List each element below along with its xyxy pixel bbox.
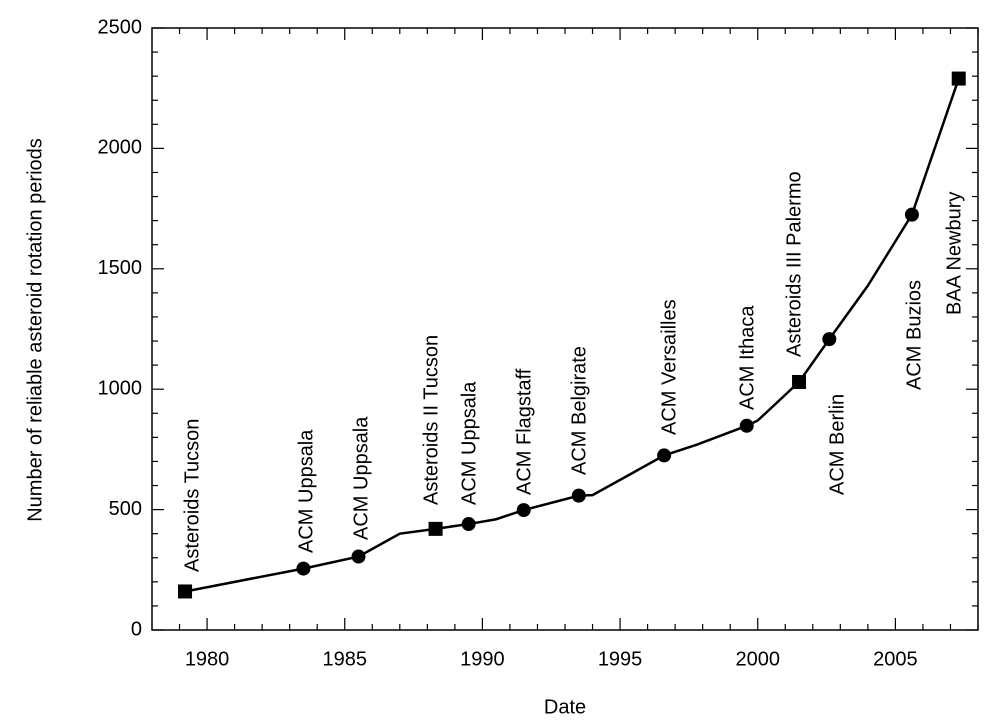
event-label: ACM Belgirate [568, 346, 590, 475]
y-axis-title: Number of reliable asteroid rotation per… [24, 138, 46, 522]
y-tick-label: 1000 [98, 377, 143, 399]
x-tick-label: 1995 [598, 648, 643, 670]
circle-marker [739, 418, 754, 433]
y-tick-label: 0 [131, 618, 142, 640]
circle-marker [904, 207, 919, 222]
square-marker [428, 521, 443, 536]
square-marker [951, 71, 966, 86]
x-tick-label: 1985 [322, 648, 367, 670]
y-tick-label: 2500 [98, 16, 143, 38]
event-label: ACM Uppsala [295, 429, 317, 553]
event-label: ACM Flagstaff [513, 368, 535, 495]
y-tick-label: 500 [109, 498, 142, 520]
event-label: Asteroids III Palermo [783, 171, 805, 357]
y-tick-label: 1500 [98, 257, 143, 279]
circle-marker [461, 517, 476, 532]
y-tick-label: 2000 [98, 137, 143, 159]
x-tick-label: 2005 [873, 648, 918, 670]
square-marker [178, 584, 193, 599]
plot-frame [151, 27, 979, 631]
x-tick-label: 2000 [735, 648, 780, 670]
event-label: ACM Uppsala [350, 416, 372, 540]
event-label: ACM Ithaca [736, 305, 758, 410]
circle-marker [571, 488, 586, 503]
x-axis-title: Date [544, 696, 586, 718]
event-label: ACM Berlin [826, 394, 848, 495]
event-label: BAA Newbury [943, 192, 965, 315]
event-label: Asteroids Tucson [181, 419, 203, 572]
x-tick-label: 1990 [460, 648, 505, 670]
circle-marker [657, 448, 672, 463]
circle-marker [296, 561, 311, 576]
event-label: ACM Uppsala [458, 381, 480, 505]
circle-marker [516, 503, 531, 518]
event-label: ACM Versailles [658, 299, 680, 435]
event-label: Asteroids II Tucson [420, 335, 442, 505]
x-tick-label: 1980 [185, 648, 230, 670]
circle-marker [351, 549, 366, 564]
event-label: ACM Buzios [903, 280, 925, 390]
circle-marker [822, 332, 837, 347]
square-marker [792, 374, 807, 389]
